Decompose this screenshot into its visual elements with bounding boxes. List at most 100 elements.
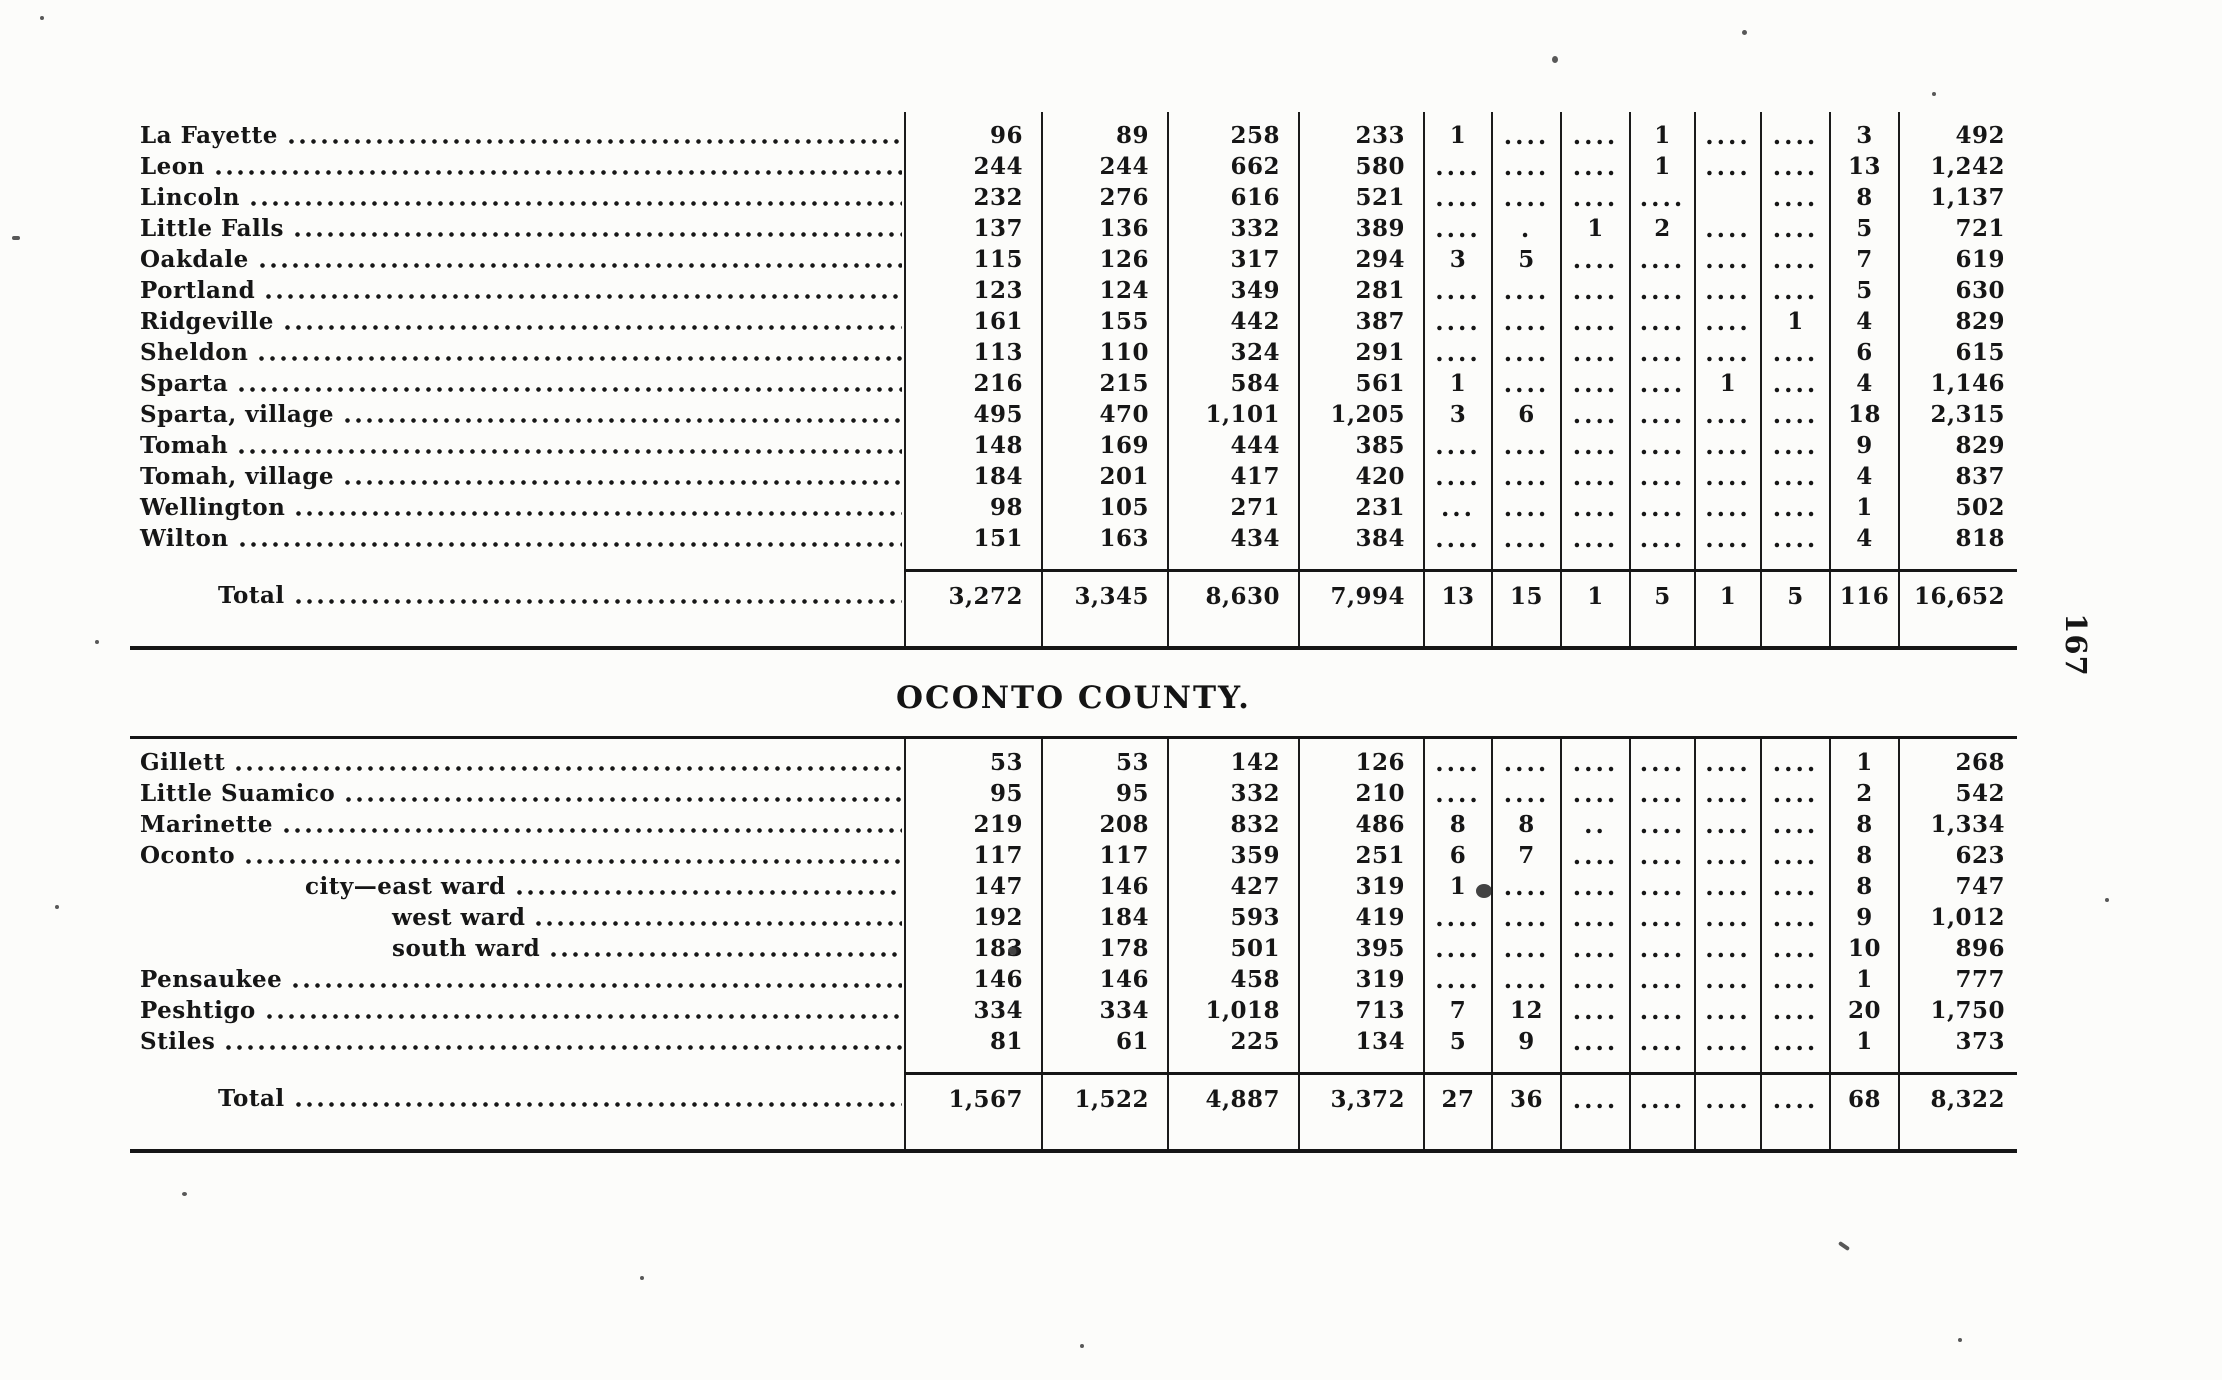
total-value: 1,522 bbox=[1041, 1072, 1168, 1123]
cell-value: 8 bbox=[1829, 809, 1899, 840]
dot-leader bbox=[223, 1043, 902, 1052]
cell-value: 8 bbox=[1829, 871, 1899, 902]
cell-value: .... bbox=[1560, 747, 1630, 778]
cell-value: .... bbox=[1629, 809, 1695, 840]
cell-value: .... bbox=[1694, 120, 1761, 151]
table-row: La Fayette 96 89 258 233 1........ 1........ 3 4… bbox=[130, 120, 2017, 151]
cell-value: 53 bbox=[904, 747, 1042, 778]
cell-value: .... bbox=[1694, 933, 1761, 964]
dot-leader bbox=[263, 1012, 902, 1021]
table-row: Wellington 98 105 271 231...................… bbox=[130, 492, 2017, 523]
cell-value: .... bbox=[1629, 995, 1695, 1026]
dot-leader bbox=[280, 826, 902, 835]
row-label: Marinette bbox=[130, 809, 905, 840]
total-value: 116 bbox=[1829, 569, 1899, 620]
cell-value: 896 bbox=[1898, 933, 2017, 964]
cell-value: 1 bbox=[1560, 213, 1630, 244]
cell-value: 146 bbox=[1041, 964, 1168, 995]
cell-value: .... bbox=[1560, 933, 1630, 964]
total-value: 1 bbox=[1694, 569, 1761, 620]
cell-value: 349 bbox=[1167, 275, 1299, 306]
cell-value: 184 bbox=[904, 461, 1042, 492]
row-label: Wellington bbox=[130, 492, 905, 523]
cell-value: 6 bbox=[1829, 337, 1899, 368]
cell-value: .... bbox=[1760, 902, 1830, 933]
cell-value: .... bbox=[1629, 871, 1695, 902]
total-value: 13 bbox=[1423, 569, 1492, 620]
cell-value: .... bbox=[1491, 523, 1561, 554]
cell-value: .... bbox=[1694, 461, 1761, 492]
cell-value: .... bbox=[1491, 275, 1561, 306]
table-row: Tomah, village 184 201 417 420..............… bbox=[130, 461, 2017, 492]
cell-value: 271 bbox=[1167, 492, 1299, 523]
row-label: Little Falls bbox=[130, 213, 905, 244]
cell-value: 7 bbox=[1423, 995, 1492, 1026]
cell-value: 137 bbox=[904, 213, 1042, 244]
cell-value: 201 bbox=[1041, 461, 1168, 492]
cell-value: 123 bbox=[904, 275, 1042, 306]
cell-value: 3 bbox=[1423, 399, 1492, 430]
cell-value: 281 bbox=[1298, 275, 1424, 306]
cell-value: 470 bbox=[1041, 399, 1168, 430]
total-value: 5 bbox=[1629, 569, 1695, 620]
cell-value: 258 bbox=[1167, 120, 1299, 151]
cell-value: 9 bbox=[1491, 1026, 1561, 1057]
cell-value: 6 bbox=[1423, 840, 1492, 871]
cell-value: 96 bbox=[904, 120, 1042, 151]
cell-value: 5 bbox=[1829, 213, 1899, 244]
cell-value: 89 bbox=[1041, 120, 1168, 151]
cell-value: 151 bbox=[904, 523, 1042, 554]
cell-value: 8 bbox=[1491, 809, 1561, 840]
cell-value: 146 bbox=[904, 964, 1042, 995]
dot-leader bbox=[343, 795, 902, 804]
total-value: 3,272 bbox=[904, 569, 1042, 620]
dot-leader bbox=[513, 888, 902, 897]
cell-value: 619 bbox=[1898, 244, 2017, 275]
cell-value: .... bbox=[1491, 492, 1561, 523]
cell-value: 18 bbox=[1829, 399, 1899, 430]
row-label-text: Peshtigo bbox=[140, 997, 256, 1024]
table-row: Peshtigo 334 334 1,018 713 7 12...............… bbox=[130, 995, 2017, 1026]
cell-value: 215 bbox=[1041, 368, 1168, 399]
row-label-text: Portland bbox=[140, 277, 256, 304]
cell-value: 98 bbox=[904, 492, 1042, 523]
cell-value: 126 bbox=[1298, 747, 1424, 778]
cell-value: .... bbox=[1491, 182, 1561, 213]
cell-value: .... bbox=[1423, 778, 1492, 809]
cell-value: 126 bbox=[1041, 244, 1168, 275]
cell-value: 593 bbox=[1167, 902, 1299, 933]
cell-value: .... bbox=[1629, 337, 1695, 368]
cell-value: .... bbox=[1560, 778, 1630, 809]
ink-speck bbox=[2105, 898, 2109, 902]
cell-value: .... bbox=[1694, 747, 1761, 778]
cell-value: 373 bbox=[1898, 1026, 2017, 1057]
cell-value: 777 bbox=[1898, 964, 2017, 995]
dot-leader bbox=[236, 447, 902, 456]
cell-value: .... bbox=[1760, 933, 1830, 964]
cell-value: 2,315 bbox=[1898, 399, 2017, 430]
cell-value: .... bbox=[1694, 399, 1761, 430]
cell-value: 9 bbox=[1829, 430, 1899, 461]
row-label-text: west ward bbox=[392, 904, 526, 931]
dot-leader bbox=[212, 168, 902, 177]
row-label-text: south ward bbox=[392, 935, 541, 962]
cell-value: .... bbox=[1491, 871, 1561, 902]
cell-value: 630 bbox=[1898, 275, 2017, 306]
row-label: Oconto bbox=[130, 840, 905, 871]
cell-value: 192 bbox=[904, 902, 1042, 933]
row-label-text: Wellington bbox=[140, 494, 286, 521]
total-row: Total 1,567 1,522 4,887 3,372 27 36...........… bbox=[130, 1072, 2017, 1123]
cell-value: .... bbox=[1694, 430, 1761, 461]
cell-value: .... bbox=[1560, 275, 1630, 306]
cell-value: .... bbox=[1560, 461, 1630, 492]
cell-value: 417 bbox=[1167, 461, 1299, 492]
cell-value: .... bbox=[1694, 871, 1761, 902]
cell-value: 384 bbox=[1298, 523, 1424, 554]
cell-value: 4 bbox=[1829, 523, 1899, 554]
total-value: 1,567 bbox=[904, 1072, 1042, 1123]
cell-value: 580 bbox=[1298, 151, 1424, 182]
table-row: Sparta, village 495 470 1,101 1,205 3 6.......… bbox=[130, 399, 2017, 430]
cell-value: 163 bbox=[1041, 523, 1168, 554]
cell-value: 124 bbox=[1041, 275, 1168, 306]
cell-value: .... bbox=[1629, 933, 1695, 964]
